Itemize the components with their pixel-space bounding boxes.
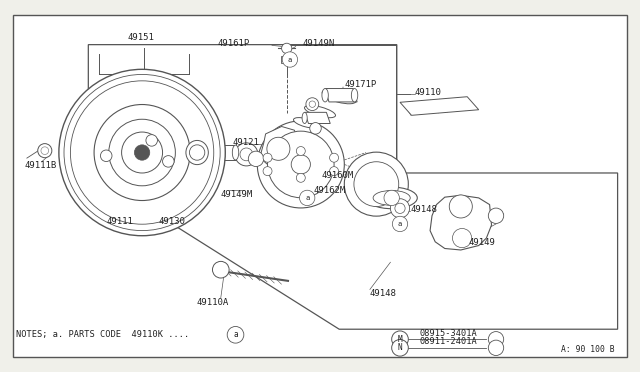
Circle shape — [282, 43, 292, 54]
Text: 49161P: 49161P — [218, 39, 250, 48]
Text: a: a — [233, 330, 238, 339]
Circle shape — [488, 331, 504, 347]
Circle shape — [309, 101, 316, 108]
Text: a: a — [305, 195, 309, 201]
Circle shape — [263, 167, 272, 176]
Text: A: 90 100 B: A: 90 100 B — [561, 345, 614, 354]
Text: 49130: 49130 — [158, 217, 185, 226]
Ellipse shape — [373, 190, 410, 205]
Circle shape — [109, 119, 175, 186]
Circle shape — [122, 132, 163, 173]
Circle shape — [41, 147, 49, 154]
Text: 49149N: 49149N — [302, 39, 334, 48]
Text: NOTES; a. PARTS CODE  49110K ....: NOTES; a. PARTS CODE 49110K .... — [16, 330, 200, 339]
Circle shape — [227, 327, 244, 343]
Polygon shape — [261, 126, 298, 169]
Polygon shape — [325, 89, 357, 102]
Circle shape — [134, 145, 150, 160]
Circle shape — [38, 144, 52, 158]
Text: 49111B: 49111B — [24, 161, 56, 170]
Circle shape — [449, 195, 472, 218]
Polygon shape — [281, 56, 292, 63]
Circle shape — [263, 153, 272, 162]
Text: 49149: 49149 — [468, 238, 495, 247]
Circle shape — [268, 131, 334, 198]
Text: a: a — [398, 221, 402, 227]
Circle shape — [384, 190, 399, 206]
Circle shape — [390, 199, 410, 218]
Circle shape — [235, 143, 258, 166]
Circle shape — [291, 155, 310, 174]
Circle shape — [344, 152, 408, 216]
Circle shape — [395, 203, 405, 214]
Text: 49111: 49111 — [107, 217, 134, 226]
Circle shape — [306, 98, 319, 110]
Circle shape — [296, 147, 305, 155]
Text: 49162M: 49162M — [314, 186, 346, 195]
Circle shape — [163, 155, 174, 167]
Text: 49110: 49110 — [415, 88, 442, 97]
Circle shape — [296, 173, 305, 182]
Polygon shape — [88, 45, 618, 329]
Ellipse shape — [322, 89, 328, 102]
Circle shape — [452, 228, 472, 248]
Text: a: a — [288, 57, 292, 62]
Text: 08915-3401A: 08915-3401A — [419, 329, 477, 338]
Circle shape — [240, 148, 253, 161]
Circle shape — [267, 137, 290, 160]
Ellipse shape — [366, 187, 417, 209]
Circle shape — [300, 190, 315, 206]
Text: 49110A: 49110A — [196, 298, 228, 307]
Ellipse shape — [302, 112, 307, 124]
Polygon shape — [305, 112, 330, 124]
Circle shape — [488, 208, 504, 224]
Text: 49149M: 49149M — [221, 190, 253, 199]
Ellipse shape — [305, 106, 335, 118]
Ellipse shape — [232, 145, 239, 160]
Text: 49148: 49148 — [411, 205, 438, 214]
Text: 08911-2401A: 08911-2401A — [419, 337, 477, 346]
Circle shape — [189, 145, 205, 160]
Text: 49151: 49151 — [127, 33, 154, 42]
Ellipse shape — [322, 90, 356, 104]
Circle shape — [94, 105, 190, 201]
Ellipse shape — [351, 89, 358, 102]
Circle shape — [282, 52, 298, 67]
Circle shape — [330, 153, 339, 162]
Circle shape — [392, 216, 408, 232]
Circle shape — [248, 151, 264, 167]
Polygon shape — [13, 15, 627, 357]
Circle shape — [100, 150, 112, 161]
Text: 49121: 49121 — [232, 138, 259, 147]
Circle shape — [310, 123, 321, 134]
Circle shape — [354, 162, 399, 206]
Text: 49160M: 49160M — [321, 171, 353, 180]
Text: 49171P: 49171P — [344, 80, 376, 89]
Circle shape — [212, 262, 229, 278]
Circle shape — [146, 135, 157, 146]
Text: M: M — [397, 335, 403, 344]
Circle shape — [392, 331, 408, 347]
Text: N: N — [397, 343, 403, 352]
Ellipse shape — [186, 141, 209, 165]
Text: 49148: 49148 — [370, 289, 397, 298]
Circle shape — [59, 69, 225, 236]
Ellipse shape — [294, 118, 318, 128]
Circle shape — [392, 340, 408, 356]
Polygon shape — [430, 195, 492, 250]
Circle shape — [488, 340, 504, 356]
Circle shape — [70, 81, 214, 224]
Circle shape — [330, 167, 339, 176]
Polygon shape — [400, 97, 479, 115]
Circle shape — [64, 74, 220, 231]
Circle shape — [257, 121, 344, 208]
